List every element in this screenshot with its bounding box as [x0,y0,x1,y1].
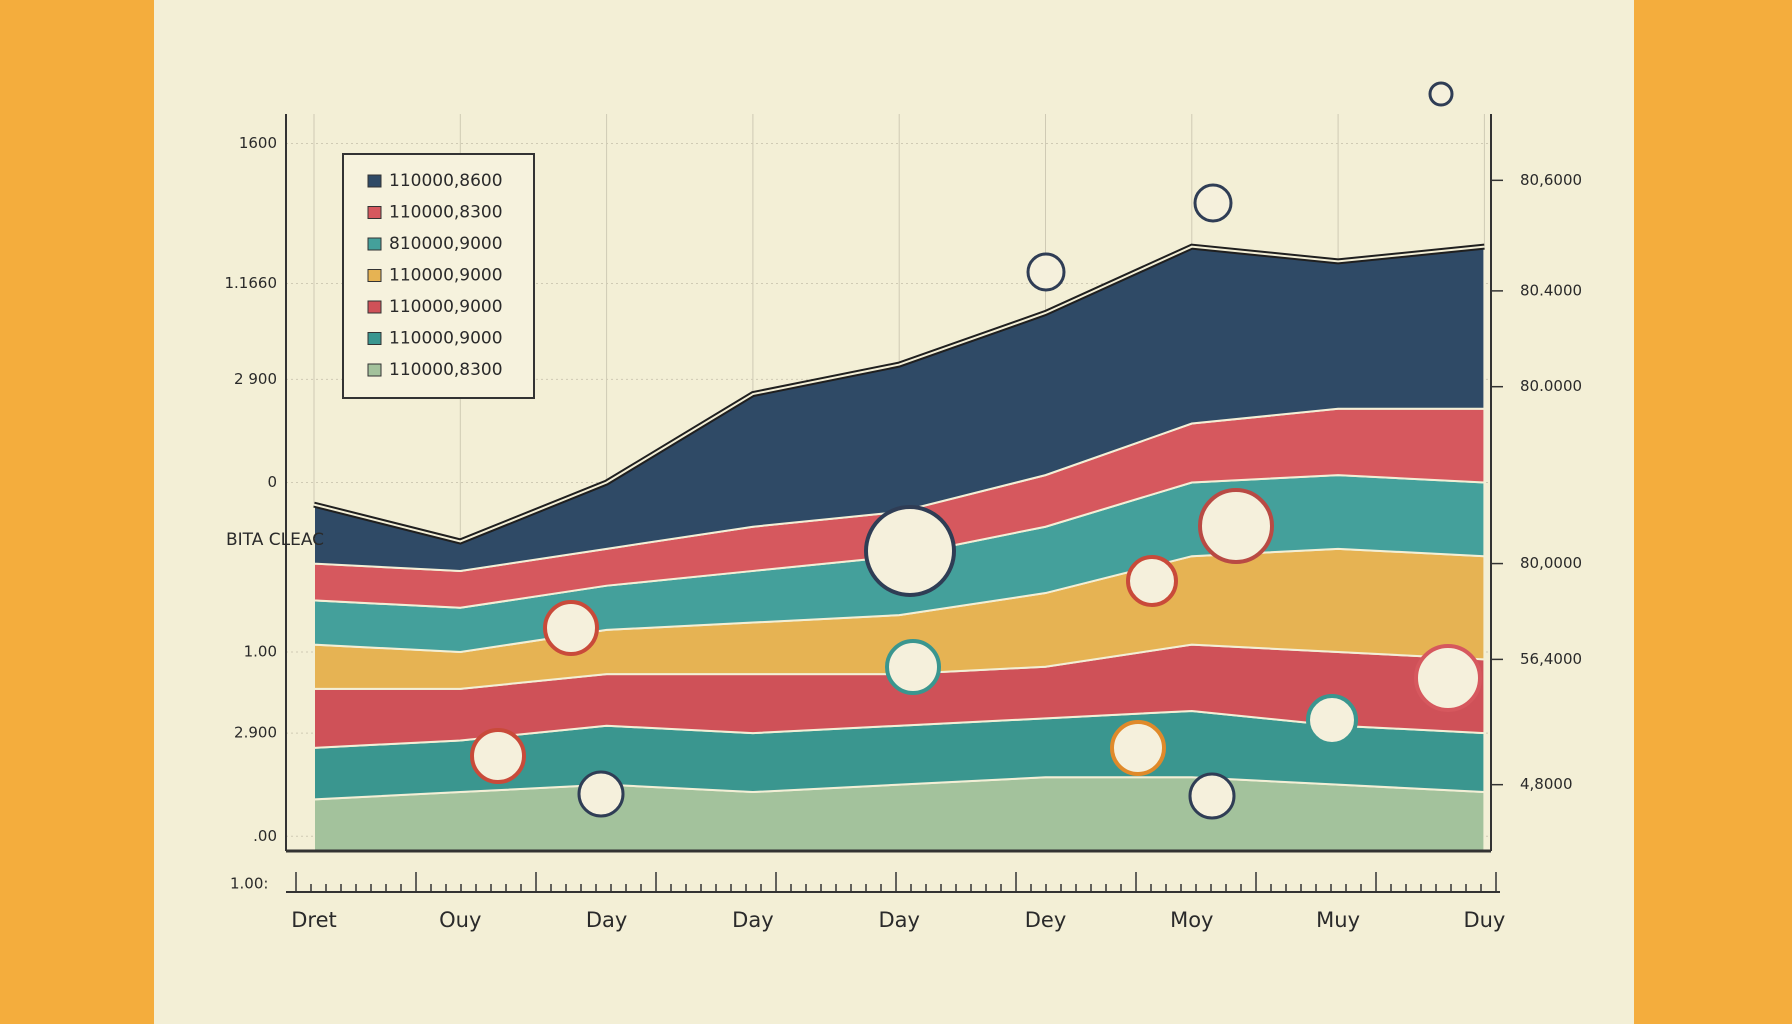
coin [470,728,526,784]
coin [543,600,599,656]
legend-swatch [367,237,382,251]
y2-tick-label: 56,4000 [1520,650,1582,668]
y2-tick-label: 80,0000 [1520,554,1582,572]
legend: 110000,8600 110000,8300 810000,9000 110000,… [367,171,503,380]
coin [1193,183,1233,223]
legend-label: 110000,8300 [389,360,503,380]
legend-swatch [367,363,382,377]
y-tick-label: 1.1660 [225,274,278,292]
plot: 1600 1.1660 2 900 0 1.00 2.900 .00 80,6000 80.40… [225,114,1582,932]
legend-label: 110000,8300 [389,203,503,223]
y-tick-label: 2.900 [234,724,277,742]
legend-label: 110000,9000 [389,297,503,317]
x-tick-label: Dret [291,908,337,932]
x-tick-label: Day [586,908,627,932]
legend-swatch [367,206,382,219]
x-axis-start-label: 1.00: [230,875,268,893]
coin [864,505,956,597]
coin [1026,252,1066,292]
legend-label: 810000,9000 [389,234,503,254]
top-outline-inner [313,245,1485,543]
coin [885,639,941,695]
y-tick-label: 2 900 [234,370,277,388]
y-axis-title: BITA CLEAC [226,530,324,550]
coin-decorations [470,81,1482,820]
x-tick-label: Day [878,908,919,932]
y2-tick-label: 4,8000 [1520,775,1573,793]
y-tick-label: 0 [267,473,277,491]
coin [1188,772,1236,820]
legend-swatch [367,300,382,314]
coin [1414,644,1482,712]
x-tick-label: Ouy [439,908,481,932]
y-tick-label: 1.00 [244,643,277,661]
legend-label: 110000,8600 [389,171,503,191]
coin [1126,555,1178,607]
x-tick-label: Dey [1025,908,1067,932]
legend-label: 110000,9000 [389,329,503,349]
legend-swatch [367,174,382,188]
legend-swatch [367,332,382,345]
coin [1110,720,1166,776]
coin [1198,488,1274,564]
coin [1428,81,1454,107]
y2-tick-label: 80,6000 [1520,171,1582,189]
y2-tick-label: 80.0000 [1520,377,1582,395]
coin [1306,694,1358,746]
y2-tick-label: 80.4000 [1520,281,1582,299]
legend-swatch [367,269,382,282]
x-tick-label: Muy [1316,908,1360,932]
x-tick-label: Day [732,908,773,932]
x-tick-label: Moy [1170,908,1213,932]
x-tick-label: Duy [1463,908,1505,932]
coin [577,770,625,818]
y-tick-label: 1600 [239,134,277,152]
legend-label: 110000,9000 [389,266,503,286]
y-tick-label: .00 [253,827,277,845]
